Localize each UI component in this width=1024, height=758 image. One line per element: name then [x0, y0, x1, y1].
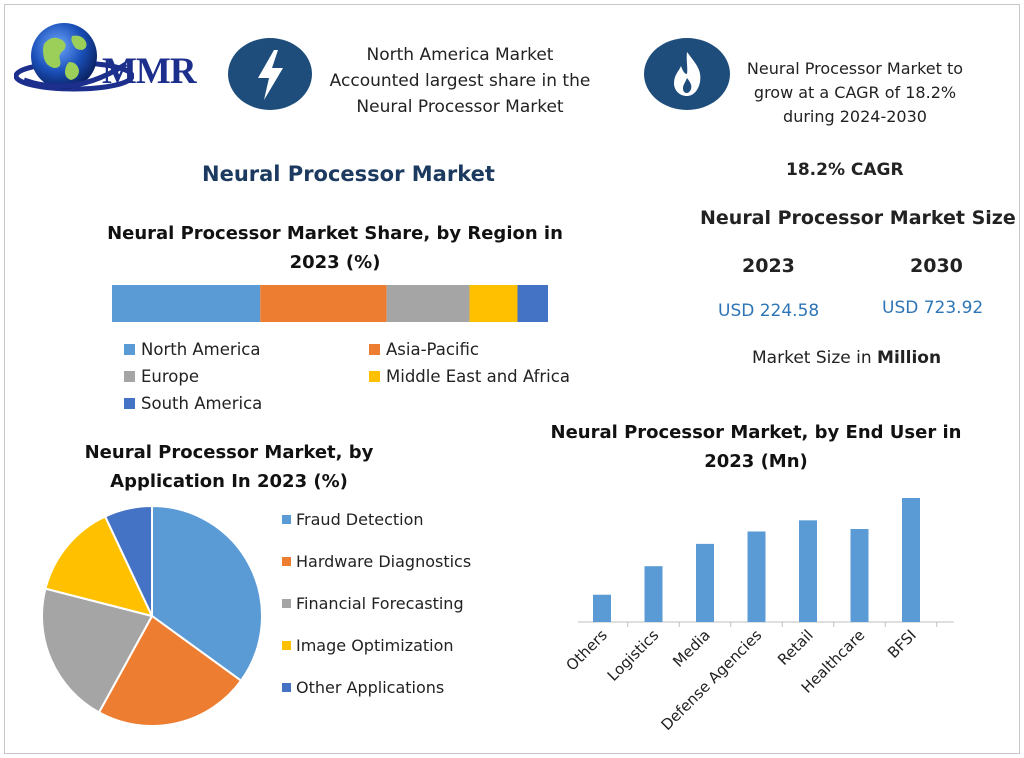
application-legend-item-other-applications: Other Applications	[282, 678, 444, 697]
enduser-title-line-1: Neural Processor Market, by End User in	[550, 422, 962, 443]
region-segment-asia-pacific	[260, 285, 387, 322]
bar-defense-agencies	[747, 531, 766, 622]
highlight-text-1: North America Market Accounted largest s…	[318, 42, 602, 120]
legend-label: Image Optimization	[296, 636, 454, 655]
application-title-line-2: Application In 2023 (%)	[110, 471, 348, 492]
legend-label: South America	[141, 394, 263, 413]
value-2023: USD 224.58	[718, 301, 820, 321]
region-segment-europe	[386, 285, 470, 322]
x-tick-label-defense-agencies: Defense Agencies	[657, 626, 765, 734]
region-title-line-2: 2023 (%)	[289, 252, 381, 273]
x-tick-label-logistics: Logistics	[604, 626, 663, 685]
application-chart-title: Neural Processor Market, by Application …	[66, 438, 392, 496]
infographic-frame	[4, 4, 1020, 754]
bar-logistics	[644, 566, 663, 622]
highlight-1-line-1: North America Market	[366, 45, 554, 65]
highlight-2-line-1: Neural Processor Market to	[746, 59, 964, 78]
highlight-text-2: Neural Processor Market to grow at a CAG…	[732, 57, 978, 129]
application-legend-item-financial-forecasting: Financial Forecasting	[282, 594, 464, 613]
bar-retail	[799, 520, 817, 622]
region-legend-item-europe: Europe	[124, 367, 199, 386]
region-segment-north-america	[112, 285, 261, 322]
bar-media	[696, 543, 714, 622]
x-tick-label-retail: Retail	[774, 626, 817, 669]
highlight-2-line-2: grow at a CAGR of 18.2%	[753, 83, 957, 102]
legend-swatch	[282, 683, 291, 692]
legend-swatch	[282, 515, 291, 524]
highlight-1-line-3: Neural Processor Market	[356, 97, 564, 117]
legend-label: Fraud Detection	[296, 510, 424, 529]
bar-bfsi	[902, 498, 920, 622]
cagr-label: 18.2% CAGR	[786, 160, 904, 180]
pie-slice-hardware-diagnostics	[97, 614, 243, 727]
region-chart-title: Neural Processor Market Share, by Region…	[100, 219, 570, 277]
logo-text: MMR	[102, 51, 197, 92]
application-pie-chart	[41, 504, 263, 727]
value-2030: USD 723.92	[882, 298, 984, 318]
legend-label: Europe	[141, 367, 200, 386]
flame-icon	[674, 52, 701, 96]
lightning-icon	[258, 50, 283, 100]
bar-healthcare	[850, 529, 869, 622]
legend-label: Middle East and Africa	[386, 367, 570, 386]
legend-swatch	[282, 641, 291, 650]
highlight-icon-circle-2	[644, 38, 730, 110]
x-tick-label-bfsi: BFSI	[884, 626, 920, 662]
mmr-logo: MMR	[13, 14, 204, 114]
application-legend-item-hardware-diagnostics: Hardware Diagnostics	[282, 552, 471, 571]
region-legend-item-south-america: South America	[124, 394, 262, 413]
pie-slice-fraud-detection	[151, 504, 263, 683]
enduser-title-line-2: 2023 (Mn)	[704, 451, 808, 472]
year-2023: 2023	[742, 255, 795, 277]
region-title-line-1: Neural Processor Market Share, by Region…	[107, 223, 563, 244]
legend-swatch	[124, 398, 135, 409]
legend-label: Hardware Diagnostics	[296, 552, 472, 571]
region-legend-item-middle-east-and-africa: Middle East and Africa	[369, 367, 570, 386]
legend-swatch	[369, 344, 380, 355]
region-stacked-bar	[112, 285, 548, 322]
pie-slice-image-optimization	[44, 515, 154, 618]
region-segment-middle-east-and-africa	[469, 285, 518, 322]
legend-swatch	[124, 371, 135, 382]
pie-slice-financial-forecasting	[41, 587, 154, 714]
application-legend-item-image-optimization: Image Optimization	[282, 636, 454, 655]
application-legend-item-fraud-detection: Fraud Detection	[282, 510, 424, 529]
application-title-line-1: Neural Processor Market, by	[84, 442, 374, 463]
year-2030: 2030	[910, 255, 963, 277]
legend-swatch	[282, 599, 291, 608]
legend-label: Other Applications	[296, 678, 445, 697]
enduser-chart-title: Neural Processor Market, by End User in …	[548, 418, 964, 476]
globe-icon	[13, 23, 135, 92]
legend-label: North America	[141, 340, 261, 359]
legend-label: Asia-Pacific	[386, 340, 479, 359]
legend-label: Financial Forecasting	[296, 594, 464, 613]
legend-swatch	[282, 557, 291, 566]
pie-slice-other-applications	[103, 504, 153, 617]
unit-prefix: Market Size in	[752, 348, 878, 368]
region-segment-south-america	[517, 285, 548, 322]
unit-bold: Million	[877, 348, 942, 368]
market-size-unit: Market Size in Million	[752, 348, 941, 368]
highlight-icon-circle-1	[228, 38, 312, 110]
region-legend-item-north-america: North America	[124, 340, 260, 359]
highlight-2-line-3: during 2024-2030	[783, 107, 927, 126]
x-tick-label-others: Others	[562, 626, 611, 675]
market-size-title: Neural Processor Market Size	[700, 207, 1016, 229]
main-title: Neural Processor Market	[202, 162, 495, 186]
bar-others	[593, 594, 611, 622]
legend-swatch	[124, 344, 135, 355]
x-tick-label-media: Media	[669, 626, 714, 671]
region-legend-item-asia-pacific: Asia-Pacific	[369, 340, 479, 359]
legend-swatch	[369, 371, 380, 382]
highlight-1-line-2: Accounted largest share in the	[329, 71, 591, 91]
